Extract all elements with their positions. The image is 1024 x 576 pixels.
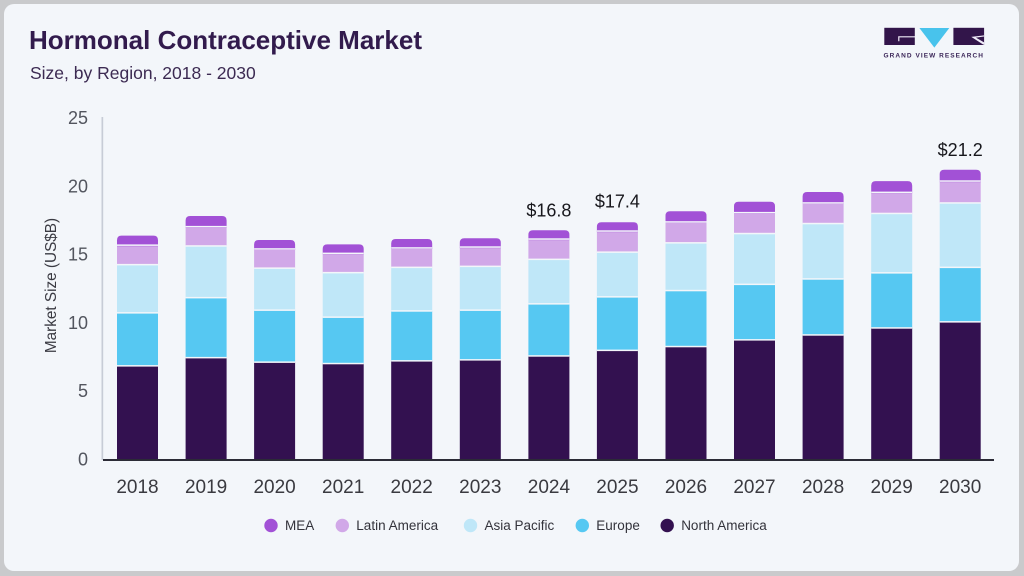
svg-text:25: 25 xyxy=(68,108,88,128)
svg-text:Asia Pacific: Asia Pacific xyxy=(485,518,555,533)
svg-text:2027: 2027 xyxy=(733,477,775,498)
svg-text:2018: 2018 xyxy=(116,477,158,498)
svg-text:$17.4: $17.4 xyxy=(595,192,640,212)
svg-text:2022: 2022 xyxy=(391,477,433,498)
svg-text:GRAND VIEW RESEARCH: GRAND VIEW RESEARCH xyxy=(884,52,984,59)
svg-text:2019: 2019 xyxy=(185,477,227,498)
svg-text:2028: 2028 xyxy=(802,477,844,498)
svg-text:2026: 2026 xyxy=(665,477,707,498)
svg-text:Europe: Europe xyxy=(596,518,640,533)
svg-text:20: 20 xyxy=(68,176,88,196)
svg-text:2025: 2025 xyxy=(596,477,638,498)
svg-text:North America: North America xyxy=(681,518,767,533)
svg-text:2024: 2024 xyxy=(528,477,571,498)
svg-text:2029: 2029 xyxy=(871,477,913,498)
svg-text:Latin America: Latin America xyxy=(356,518,438,533)
svg-text:$16.8: $16.8 xyxy=(526,201,571,221)
svg-text:2023: 2023 xyxy=(459,477,501,498)
svg-text:2020: 2020 xyxy=(253,477,295,498)
svg-text:10: 10 xyxy=(68,313,88,333)
svg-text:0: 0 xyxy=(78,450,88,470)
svg-text:$21.2: $21.2 xyxy=(938,140,983,160)
svg-text:2030: 2030 xyxy=(939,477,981,498)
svg-text:Market Size (US$B): Market Size (US$B) xyxy=(43,218,60,353)
svg-text:MEA: MEA xyxy=(285,518,314,533)
svg-text:5: 5 xyxy=(78,381,88,401)
svg-text:15: 15 xyxy=(68,245,88,265)
svg-text:2021: 2021 xyxy=(322,477,364,498)
